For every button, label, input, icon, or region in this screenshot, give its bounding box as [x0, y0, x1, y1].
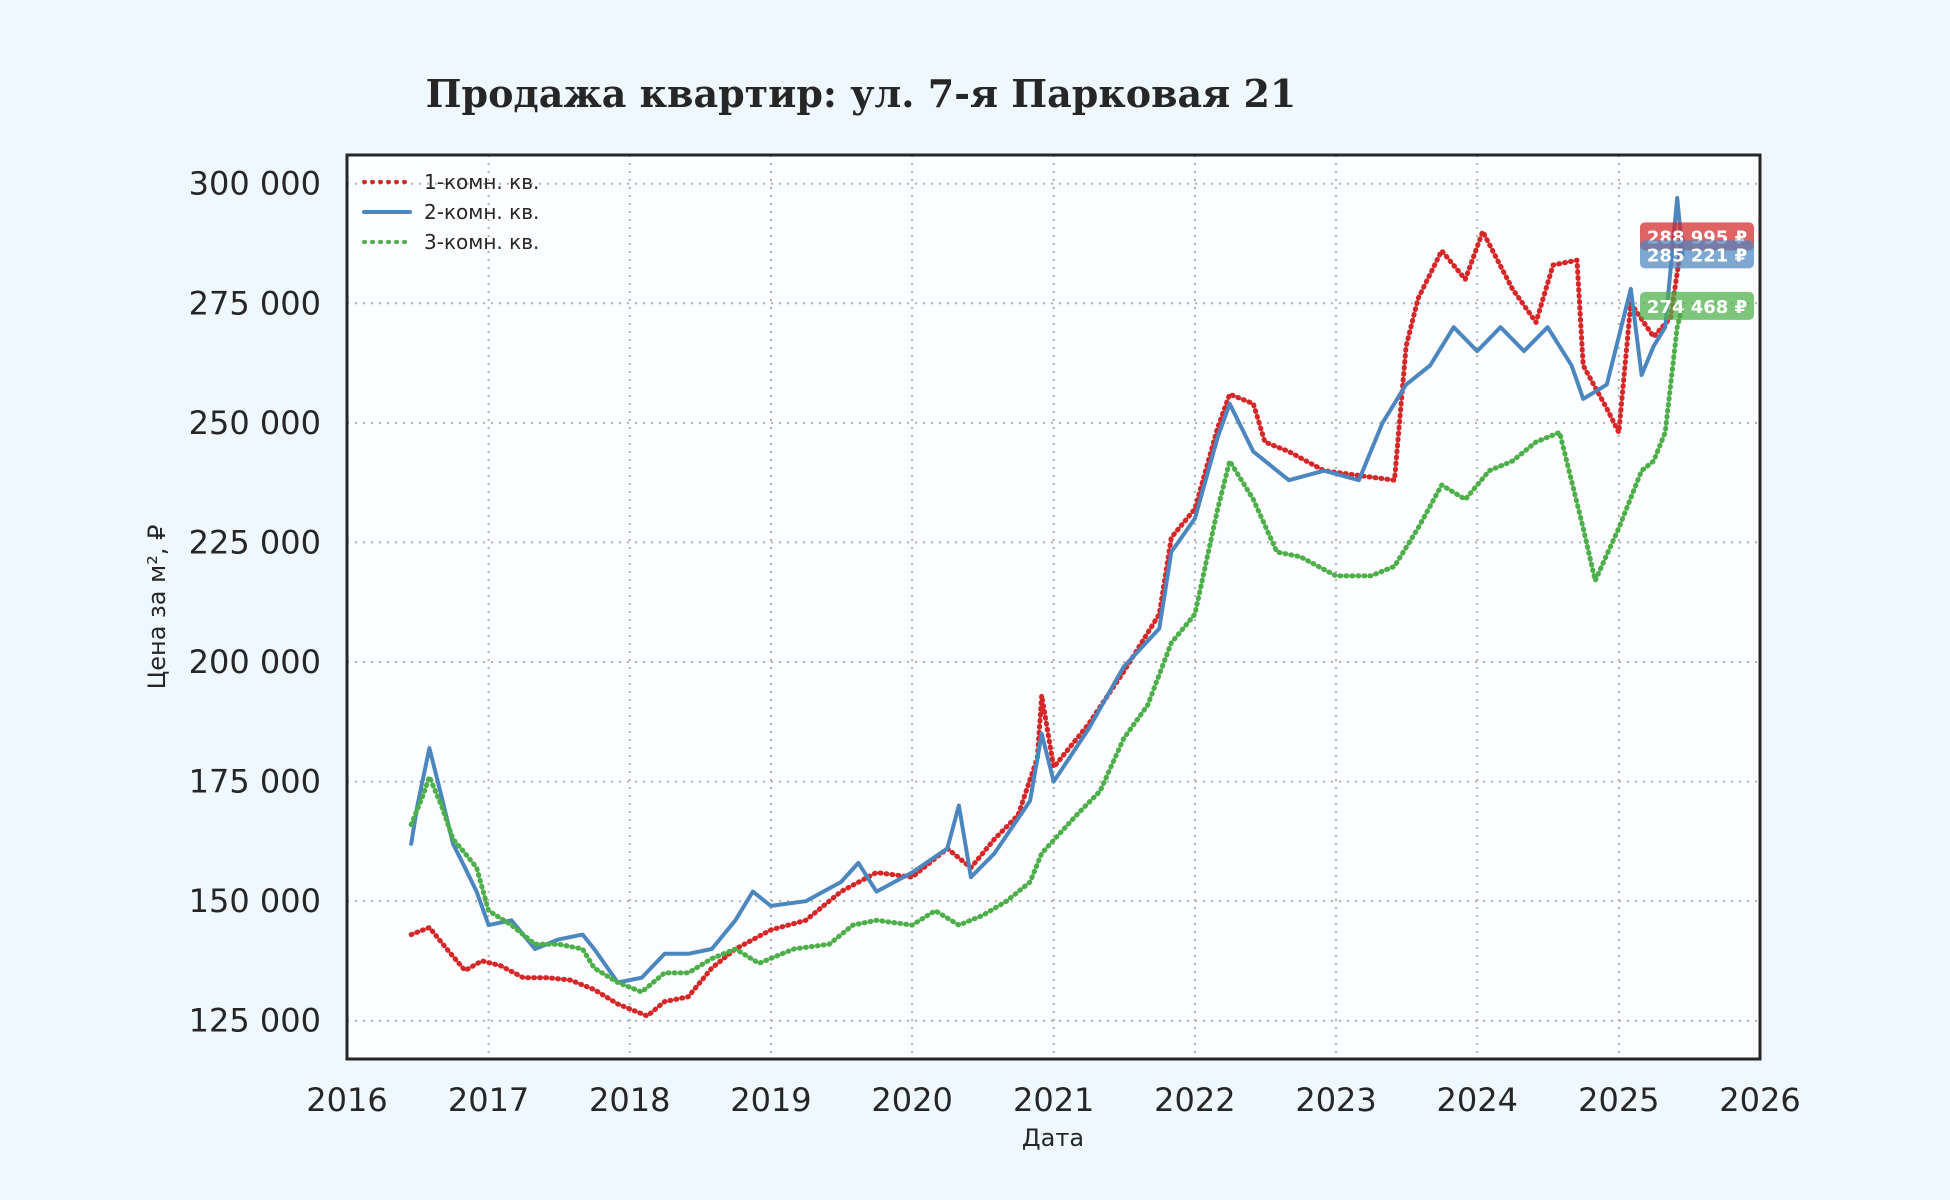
x-tick-label-2017: 2017	[448, 1081, 529, 1119]
y-tick-label-300000: 300 000	[189, 165, 321, 203]
series-lines	[408, 196, 1686, 1019]
x-tick-label-2023: 2023	[1295, 1081, 1376, 1119]
plot-frame	[345, 153, 1762, 1061]
x-axis-label: Дата	[1022, 1124, 1084, 1152]
last-value-badge-2-room: 285 221 ₽	[1640, 240, 1754, 269]
series-line-2-room	[409, 196, 1685, 985]
legend: 1-комн. кв. 2-комн. кв. 3-комн. кв.	[362, 170, 539, 254]
last-value-badge-bg-2-room	[1640, 240, 1754, 269]
last-value-badge-text-2-room: 285 221 ₽	[1647, 245, 1747, 266]
x-tick-label-2021: 2021	[1013, 1081, 1094, 1119]
x-tick-label-2018: 2018	[589, 1081, 670, 1119]
legend-label-2-room: 2-комн. кв.	[424, 200, 539, 224]
x-tick-label-2016: 2016	[306, 1081, 387, 1119]
legend-label-3-room: 3-комн. кв.	[424, 230, 539, 254]
series-line-3-room	[408, 303, 1686, 995]
x-tick-label-2022: 2022	[1154, 1081, 1235, 1119]
x-tick-label-2026: 2026	[1719, 1081, 1800, 1119]
y-tick-label-175000: 175 000	[189, 763, 321, 801]
y-tick-label-125000: 125 000	[189, 1002, 321, 1040]
last-value-badge-3-room: 274 468 ₽	[1640, 291, 1754, 320]
last-value-labels: 288 995 ₽285 221 ₽274 468 ₽	[1640, 222, 1754, 320]
x-tick-label-2019: 2019	[730, 1081, 811, 1119]
y-tick-label-250000: 250 000	[189, 404, 321, 442]
y-tick-label-225000: 225 000	[189, 523, 321, 561]
y-tick-label-275000: 275 000	[189, 284, 321, 322]
legend-label-1-room: 1-комн. кв.	[424, 170, 539, 194]
y-tick-label-200000: 200 000	[189, 643, 321, 681]
last-value-badge-text-3-room: 274 468 ₽	[1647, 297, 1747, 318]
chart-title: Продажа квартир: ул. 7-я Парковая 21	[426, 71, 1297, 116]
last-value-badge-bg-3-room	[1640, 291, 1754, 320]
axis-ticks: 2016 2017 2018 2019 2020 2021 2022 2023 2024 2025…	[189, 165, 1801, 1119]
x-tick-label-2025: 2025	[1578, 1081, 1659, 1119]
y-tick-label-150000: 150 000	[189, 882, 321, 920]
series-line-1-room	[408, 229, 1686, 1019]
x-tick-label-2024: 2024	[1437, 1081, 1518, 1119]
x-tick-label-2020: 2020	[871, 1081, 952, 1119]
y-axis-label: Цена за м², ₽	[143, 525, 171, 690]
